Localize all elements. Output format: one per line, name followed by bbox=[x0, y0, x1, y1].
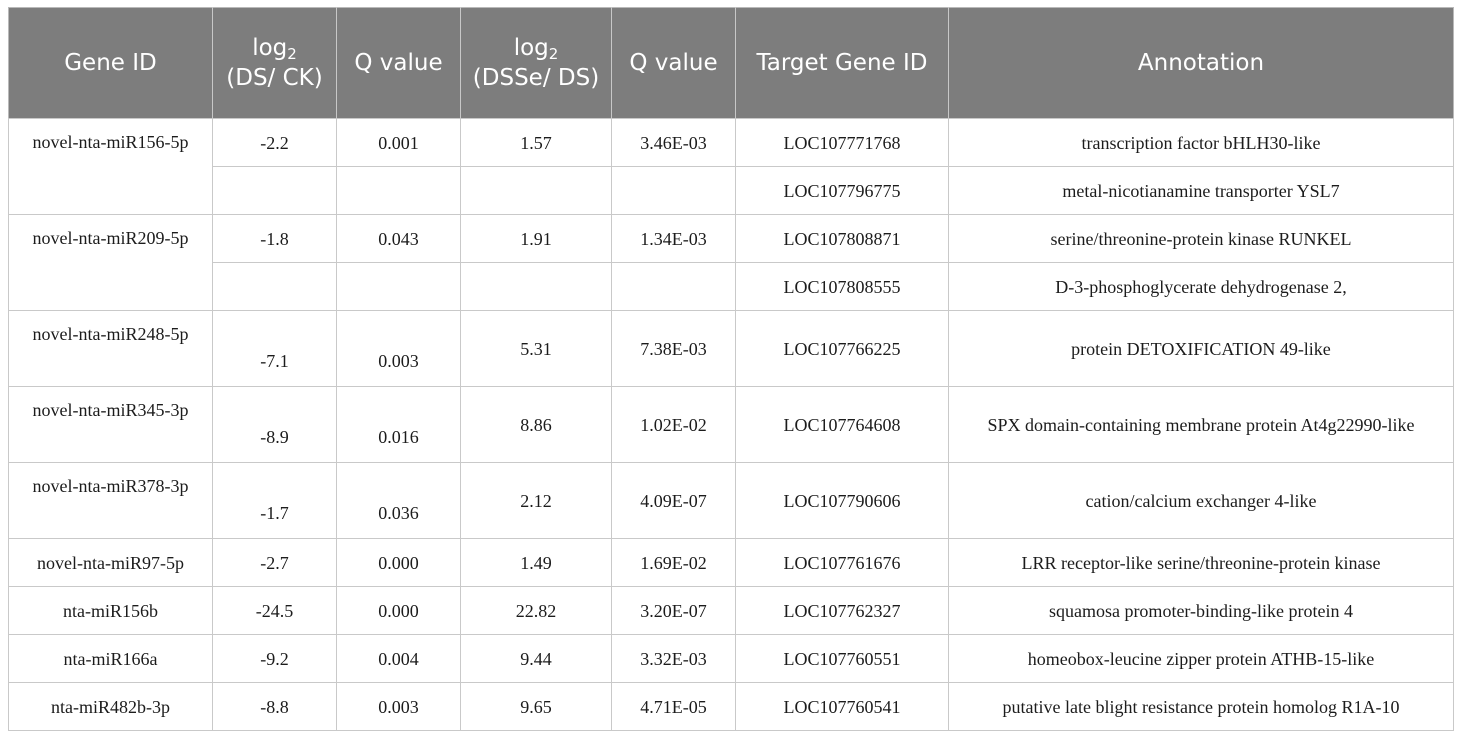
q-value-1-cell: 0.003 bbox=[336, 310, 461, 387]
annotation-cell: cation/calcium exchanger 4-like bbox=[948, 462, 1454, 539]
annotation-cell: LRR receptor-like serine/threonine-prote… bbox=[948, 538, 1454, 587]
annotation-cell: homeobox-leucine zipper protein ATHB-15-… bbox=[948, 634, 1454, 683]
header-target-gene-id: Target Gene ID bbox=[735, 7, 949, 119]
q-value-2-cell: 3.32E-03 bbox=[611, 634, 736, 683]
log2-ds-ck-cell: -8.9 bbox=[212, 386, 337, 463]
log2-ds-ck-cell: -9.2 bbox=[212, 634, 337, 683]
q-value-2-cell: 4.71E-05 bbox=[611, 682, 736, 731]
gene-id-cell: novel-nta-miR209-5p bbox=[8, 214, 213, 311]
header-row: Gene ID log2 (DS/ CK) Q value log2 (DSSe/ … bbox=[8, 7, 1454, 119]
empty-cell bbox=[212, 166, 337, 215]
mirna-target-table: Gene ID log2 (DS/ CK) Q value log2 (DSSe/ … bbox=[8, 7, 1454, 731]
header-q-value-2: Q value bbox=[611, 7, 736, 119]
q-value-2-cell: 1.34E-03 bbox=[611, 214, 736, 263]
table-row: novel-nta-miR248-5p -7.1 0.003 5.31 7.38… bbox=[8, 310, 1454, 387]
gene-id-cell: nta-miR482b-3p bbox=[8, 682, 213, 731]
q-value-1-cell: 0.000 bbox=[336, 538, 461, 587]
q-value-2-cell: 1.02E-02 bbox=[611, 386, 736, 463]
table-row: nta-miR166a -9.2 0.004 9.44 3.32E-03 LOC… bbox=[8, 634, 1454, 683]
q-value-1-cell: 0.036 bbox=[336, 462, 461, 539]
q-value-1-cell: 0.003 bbox=[336, 682, 461, 731]
q-value-1-cell: 0.043 bbox=[336, 214, 461, 263]
gene-id-cell: nta-miR166a bbox=[8, 634, 213, 683]
table-row: novel-nta-miR378-3p -1.7 0.036 2.12 4.09… bbox=[8, 462, 1454, 539]
table-row: novel-nta-miR209-5p -1.8 0.043 1.91 1.34… bbox=[8, 214, 1454, 311]
q-value-2-cell: 1.69E-02 bbox=[611, 538, 736, 587]
annotation-cell: serine/threonine-protein kinase RUNKEL bbox=[948, 214, 1454, 263]
empty-cell bbox=[336, 262, 461, 311]
table-row: novel-nta-miR345-3p -8.9 0.016 8.86 1.02… bbox=[8, 386, 1454, 463]
table-row: LOC107796775 metal-nicotianamine transpo… bbox=[9, 166, 1454, 215]
annotation-cell: transcription factor bHLH30-like bbox=[948, 118, 1454, 167]
empty-cell bbox=[611, 166, 736, 215]
header-log2-dsse-ds: log2 (DSSe/ DS) bbox=[460, 7, 612, 119]
log2-ds-ck-cell: -7.1 bbox=[212, 310, 337, 387]
gene-id-cell: novel-nta-miR378-3p bbox=[8, 462, 213, 539]
empty-cell bbox=[460, 166, 612, 215]
target-gene-id-cell: LOC107766225 bbox=[735, 310, 949, 387]
q-value-2-cell: 4.09E-07 bbox=[611, 462, 736, 539]
annotation-cell: SPX domain-containing membrane protein A… bbox=[948, 386, 1454, 463]
table-row: nta-miR156b -24.5 0.000 22.82 3.20E-07 L… bbox=[8, 586, 1454, 635]
target-gene-id-cell: LOC107808871 bbox=[735, 214, 949, 263]
annotation-cell: protein DETOXIFICATION 49-like bbox=[948, 310, 1454, 387]
log2-dsse-ds-cell: 22.82 bbox=[460, 586, 612, 635]
gene-id-cell: novel-nta-miR156-5p bbox=[8, 118, 213, 215]
annotation-cell: D-3-phosphoglycerate dehydrogenase 2, bbox=[948, 262, 1454, 311]
empty-cell bbox=[336, 166, 461, 215]
header-gene-id: Gene ID bbox=[8, 7, 213, 119]
log2-dsse-ds-cell: 8.86 bbox=[460, 386, 612, 463]
target-gene-id-cell: LOC107760541 bbox=[735, 682, 949, 731]
table-row: LOC107808555 D-3-phosphoglycerate dehydr… bbox=[9, 262, 1454, 311]
log2-ds-ck-cell: -24.5 bbox=[212, 586, 337, 635]
q-value-1-cell: 0.016 bbox=[336, 386, 461, 463]
q-value-2-cell: 7.38E-03 bbox=[611, 310, 736, 387]
log2-dsse-ds-cell: 9.44 bbox=[460, 634, 612, 683]
table-row: novel-nta-miR156-5p -2.2 0.001 1.57 3.46… bbox=[8, 118, 1454, 215]
target-gene-id-cell: LOC107764608 bbox=[735, 386, 949, 463]
log2-ds-ck-cell: -1.7 bbox=[212, 462, 337, 539]
q-value-1-cell: 0.001 bbox=[336, 118, 461, 167]
log2-ds-ck-cell: -1.8 bbox=[212, 214, 337, 263]
target-gene-id-cell: LOC107796775 bbox=[735, 166, 949, 215]
target-gene-id-cell: LOC107808555 bbox=[735, 262, 949, 311]
log2-dsse-ds-cell: 9.65 bbox=[460, 682, 612, 731]
q-value-2-cell: 3.46E-03 bbox=[611, 118, 736, 167]
empty-cell bbox=[212, 262, 337, 311]
log2-ds-ck-cell: -8.8 bbox=[212, 682, 337, 731]
target-gene-id-cell: LOC107762327 bbox=[735, 586, 949, 635]
q-value-1-cell: 0.004 bbox=[336, 634, 461, 683]
gene-id-cell: novel-nta-miR248-5p bbox=[8, 310, 213, 387]
header-log2-ds-ck: log2 (DS/ CK) bbox=[212, 7, 337, 119]
table-row: novel-nta-miR97-5p -2.7 0.000 1.49 1.69E… bbox=[8, 538, 1454, 587]
target-gene-id-cell: LOC107771768 bbox=[735, 118, 949, 167]
log2-ds-ck-cell: -2.7 bbox=[212, 538, 337, 587]
log2-ds-ck-cell: -2.2 bbox=[212, 118, 337, 167]
header-annotation: Annotation bbox=[948, 7, 1454, 119]
table-row: nta-miR482b-3p -8.8 0.003 9.65 4.71E-05 … bbox=[8, 682, 1454, 731]
empty-cell bbox=[611, 262, 736, 311]
gene-id-cell: novel-nta-miR345-3p bbox=[8, 386, 213, 463]
log2-dsse-ds-cell: 5.31 bbox=[460, 310, 612, 387]
gene-id-cell: novel-nta-miR97-5p bbox=[8, 538, 213, 587]
header-q-value-1: Q value bbox=[336, 7, 461, 119]
log2-dsse-ds-cell: 1.57 bbox=[460, 118, 612, 167]
target-gene-id-cell: LOC107790606 bbox=[735, 462, 949, 539]
log2-dsse-ds-cell: 2.12 bbox=[460, 462, 612, 539]
gene-id-cell: nta-miR156b bbox=[8, 586, 213, 635]
target-gene-id-cell: LOC107760551 bbox=[735, 634, 949, 683]
log2-dsse-ds-cell: 1.49 bbox=[460, 538, 612, 587]
annotation-cell: squamosa promoter-binding-like protein 4 bbox=[948, 586, 1454, 635]
q-value-1-cell: 0.000 bbox=[336, 586, 461, 635]
q-value-2-cell: 3.20E-07 bbox=[611, 586, 736, 635]
log2-dsse-ds-cell: 1.91 bbox=[460, 214, 612, 263]
empty-cell bbox=[460, 262, 612, 311]
target-gene-id-cell: LOC107761676 bbox=[735, 538, 949, 587]
annotation-cell: putative late blight resistance protein … bbox=[948, 682, 1454, 731]
annotation-cell: metal-nicotianamine transporter YSL7 bbox=[948, 166, 1454, 215]
